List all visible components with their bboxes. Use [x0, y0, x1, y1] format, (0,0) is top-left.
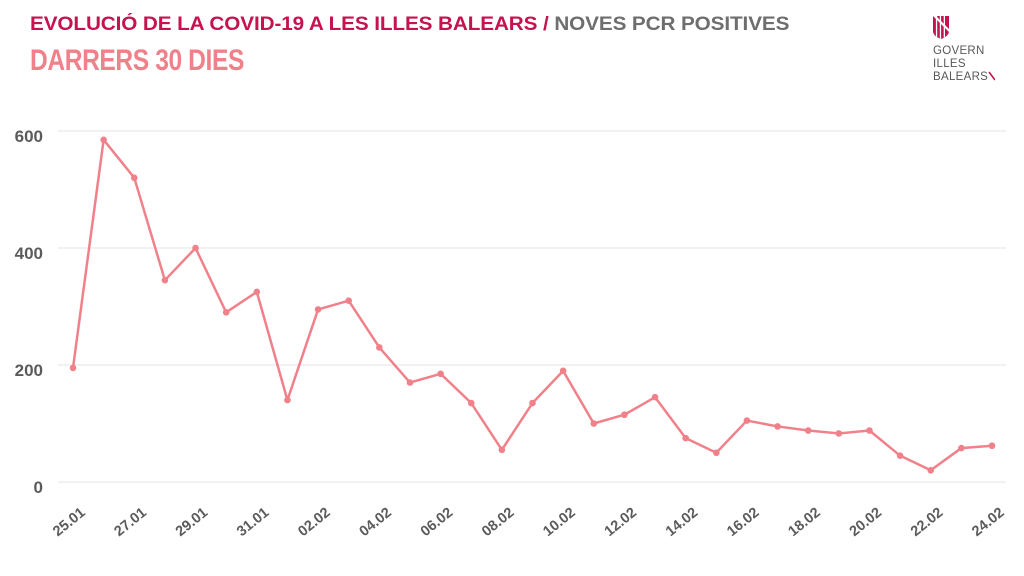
svg-text:14.02: 14.02 [663, 505, 701, 540]
svg-text:10.02: 10.02 [540, 505, 578, 540]
svg-text:25.01: 25.01 [50, 505, 88, 540]
svg-text:600: 600 [15, 127, 43, 146]
svg-text:0: 0 [34, 478, 43, 497]
svg-text:08.02: 08.02 [479, 505, 517, 540]
svg-text:04.02: 04.02 [357, 505, 395, 540]
svg-text:12.02: 12.02 [602, 505, 640, 540]
svg-text:400: 400 [15, 244, 43, 263]
svg-text:200: 200 [15, 361, 43, 380]
svg-text:16.02: 16.02 [724, 505, 762, 540]
svg-text:27.01: 27.01 [112, 505, 150, 540]
svg-text:31.01: 31.01 [234, 505, 272, 540]
svg-text:22.02: 22.02 [908, 505, 946, 540]
svg-text:24.02: 24.02 [969, 505, 1007, 540]
svg-text:20.02: 20.02 [847, 505, 885, 540]
svg-text:02.02: 02.02 [295, 505, 333, 540]
svg-text:06.02: 06.02 [418, 505, 456, 540]
svg-text:29.01: 29.01 [173, 505, 211, 540]
svg-text:18.02: 18.02 [785, 505, 823, 540]
